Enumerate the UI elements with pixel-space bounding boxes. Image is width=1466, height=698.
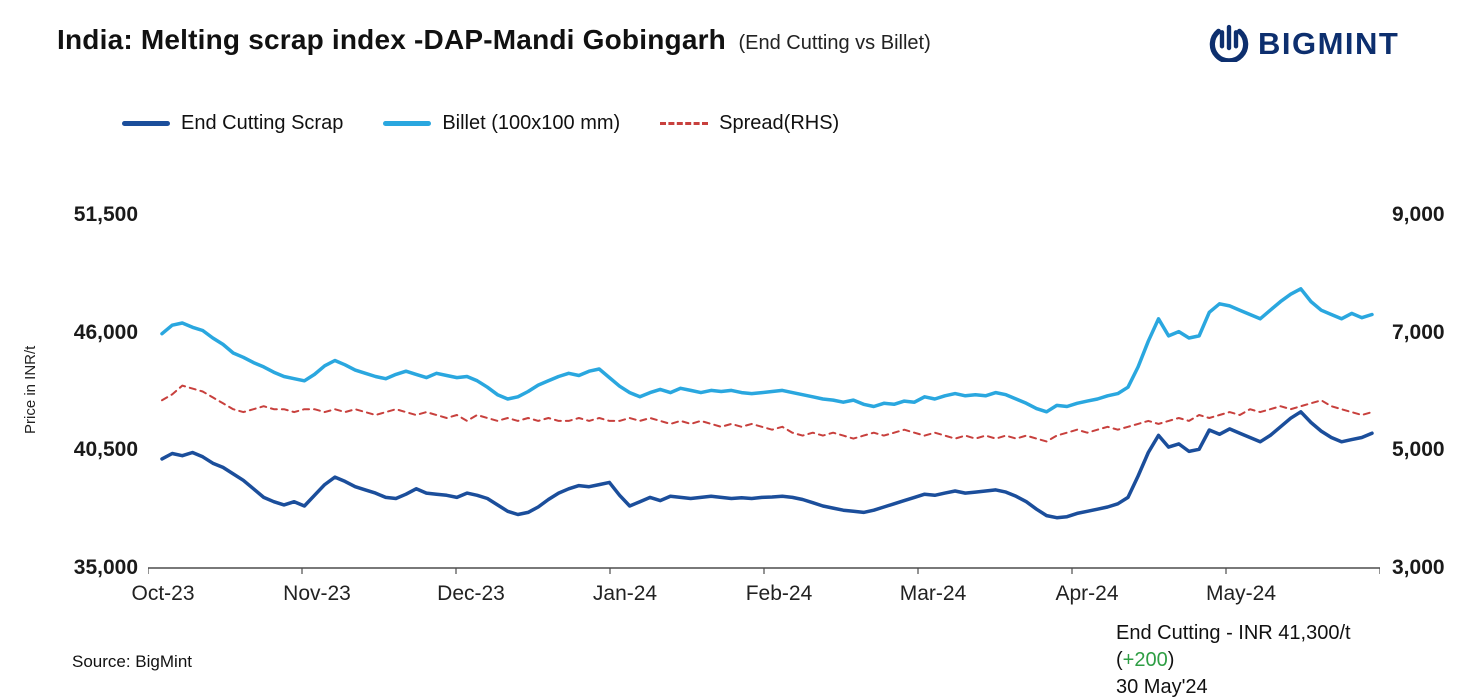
x-axis-label-dec-23: Dec-23 [437, 582, 505, 605]
x-axis-label-nov-23: Nov-23 [283, 582, 351, 605]
y-tick-right-0: 9,000 [1392, 203, 1445, 226]
x-axis-labels: Oct-23 Nov-23 Dec-23 Jan-24 Feb-24 Mar-24 Apr-… [0, 582, 1466, 612]
price-change-value: +200 [1122, 649, 1168, 671]
x-axis-label-oct-23: Oct-23 [131, 582, 195, 605]
legend-label: Billet (100x100 mm) [442, 112, 621, 134]
series-line-0 [160, 410, 1374, 520]
annotation-date: 30 May'24 [1116, 676, 1208, 698]
page-subtitle: (End Cutting vs Billet) [738, 32, 931, 54]
annotation-prefix: End Cutting - INR 41,300/t ( [1116, 622, 1351, 671]
annotation-suffix: ) [1167, 649, 1175, 671]
x-axis-label-apr-24: Apr-24 [1055, 582, 1119, 605]
y-tick-right-2: 5,000 [1392, 438, 1445, 461]
end-cutting-line-sample [122, 121, 170, 126]
legend-item-billet: Billet (100x100 mm) [383, 112, 620, 135]
y-axis-title: Price in INR/t [22, 345, 39, 435]
y-tick-left-0: 51,500 [73, 203, 138, 226]
legend-label: Spread(RHS) [719, 112, 840, 134]
series-line-1 [160, 287, 1374, 414]
x-axis-label-jan-24: Jan-24 [592, 582, 658, 605]
bigmint-logo-icon [1208, 20, 1250, 67]
y-tick-left-2: 40,500 [73, 438, 138, 461]
chart-title-row: India: Melting scrap index -DAP-Mandi Go… [57, 24, 931, 56]
x-axis-label-feb-24: Feb-24 [745, 582, 813, 605]
y-tick-right-1: 7,000 [1392, 321, 1445, 344]
annotation-line-price: End Cutting - INR 41,300/t (+200) [1116, 620, 1406, 674]
chart-legend: End Cutting Scrap Billet (100x100 mm) Sp… [122, 112, 839, 135]
billet-line-sample [383, 121, 432, 126]
y-tick-left-3: 35,000 [73, 556, 138, 579]
legend-item-end-cutting: End Cutting Scrap [122, 112, 343, 135]
y-tick-left-1: 46,000 [73, 321, 138, 344]
source-note: Source: BigMint [72, 652, 192, 671]
bigmint-logo: BIGMINT [1208, 20, 1399, 67]
latest-price-annotation: End Cutting - INR 41,300/t (+200) 30 May… [1116, 620, 1406, 698]
legend-label: End Cutting Scrap [181, 112, 344, 134]
price-line-chart [148, 287, 1380, 574]
bigmint-wordmark: BIGMINT [1258, 25, 1400, 61]
y-tick-right-3: 3,000 [1392, 556, 1445, 579]
x-axis-label-may-24: May-24 [1205, 582, 1277, 605]
spread-line-sample [660, 122, 709, 125]
page-title: India: Melting scrap index -DAP-Mandi Go… [57, 24, 726, 55]
legend-item-spread: Spread(RHS) [660, 112, 839, 135]
series-line-2 [161, 384, 1373, 443]
x-axis-label-mar-24: Mar-24 [899, 582, 967, 605]
